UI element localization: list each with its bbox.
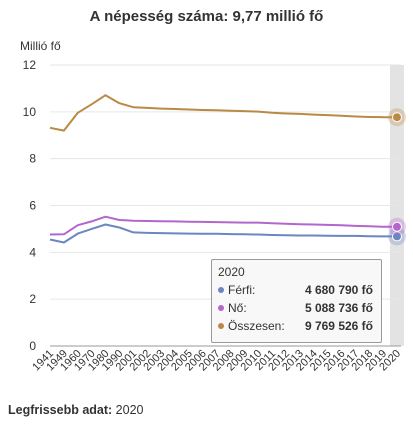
tooltip-row-ferfi: Férfi: 4 680 790 fő: [218, 281, 375, 299]
tooltip-row-no: Nő: 5 088 736 fő: [218, 299, 375, 317]
footer: Legfrissebb adat: 2020: [8, 403, 143, 417]
y-tick-label: 4: [29, 245, 36, 259]
chart-title: A népesség száma: 9,77 millió fő: [89, 8, 324, 25]
tooltip-label: Összesen:: [228, 319, 285, 333]
tooltip-label: Nő:: [228, 301, 247, 315]
y-tick-label: 0: [29, 339, 36, 353]
tooltip-value: 4 680 790 fő: [304, 283, 373, 297]
y-tick-label: 8: [29, 152, 36, 166]
data-point-összesen[interactable]: [392, 112, 402, 123]
y-tick-label: 6: [29, 199, 36, 213]
data-point-férfi[interactable]: [392, 231, 402, 242]
tooltip-year: 2020: [218, 265, 245, 279]
osszesen-dot-icon: [218, 322, 224, 329]
y-tick-label: 12: [23, 58, 37, 72]
y-tick-label: 10: [23, 105, 37, 119]
footer-label: Legfrissebb adat:: [8, 403, 113, 417]
tooltip-value: 9 769 526 fő: [304, 319, 373, 333]
series-line-összesen[interactable]: [49, 94, 397, 132]
chart-tooltip: 2020 Férfi: 4 680 790 fő Nő: 5 088 736 f…: [211, 259, 382, 343]
series-line-nő[interactable]: [49, 215, 397, 236]
tooltip-row-osszesen: Összesen: 9 769 526 fő: [218, 317, 375, 335]
no-dot-icon: [218, 304, 224, 311]
data-point-nő[interactable]: [392, 221, 402, 232]
series-line-férfi[interactable]: [49, 223, 397, 244]
y-tick-label: 2: [29, 292, 36, 306]
y-axis-label: Millió fő: [20, 39, 61, 53]
tooltip-label: Férfi:: [228, 283, 256, 297]
ferfi-dot-icon: [218, 286, 224, 293]
footer-value: 2020: [115, 403, 144, 417]
tooltip-value: 5 088 736 fő: [304, 301, 373, 315]
